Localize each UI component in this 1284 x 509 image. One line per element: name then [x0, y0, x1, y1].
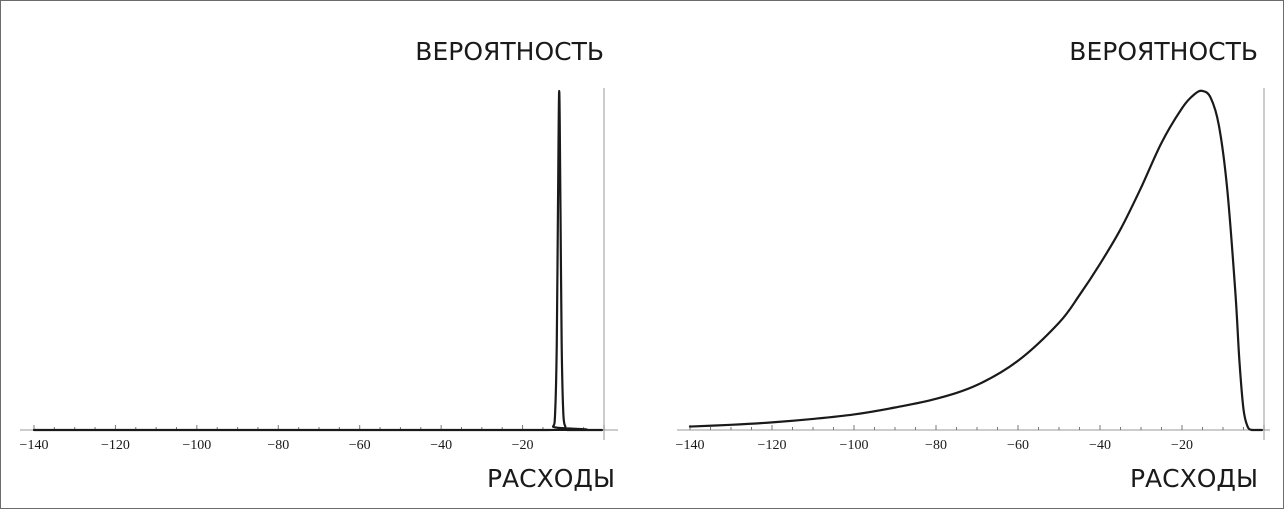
series-line [688, 89, 1264, 432]
x-tick-label: −120 [101, 438, 130, 453]
x-tick-label: −80 [267, 438, 289, 453]
y-axis-label: ВЕРОЯТНОСТЬ [1069, 37, 1258, 66]
x-tick-label: −80 [925, 438, 947, 453]
x-axis-label: РАСХОДЫ [487, 464, 615, 493]
x-tick-label: −40 [1089, 438, 1111, 453]
x-tick-label: −20 [1171, 438, 1193, 453]
x-tick-label: −60 [1007, 438, 1029, 453]
x-tick-label: −40 [430, 438, 452, 453]
x-tick-label: −140 [20, 438, 49, 453]
x-tick-label: −120 [758, 438, 787, 453]
chart-panel-right: ВЕРОЯТНОСТЬ РАСХОДЫ −140 −120 −100 −80 −60 −4… [676, 37, 1270, 493]
x-tick-label: −60 [349, 438, 371, 453]
x-tick-label: −20 [512, 438, 534, 453]
x-tick-label: −100 [840, 438, 869, 453]
chart-panel-left: ВЕРОЯТНОСТЬ РАСХОДЫ −140 −120 −100 −80 −60 −4… [20, 37, 618, 493]
x-axis-label: РАСХОДЫ [1130, 464, 1258, 493]
x-tick-label: −140 [676, 438, 705, 453]
y-axis-label: ВЕРОЯТНОСТЬ [415, 37, 604, 66]
series-line [32, 89, 604, 432]
x-tick-label: −100 [182, 438, 211, 453]
